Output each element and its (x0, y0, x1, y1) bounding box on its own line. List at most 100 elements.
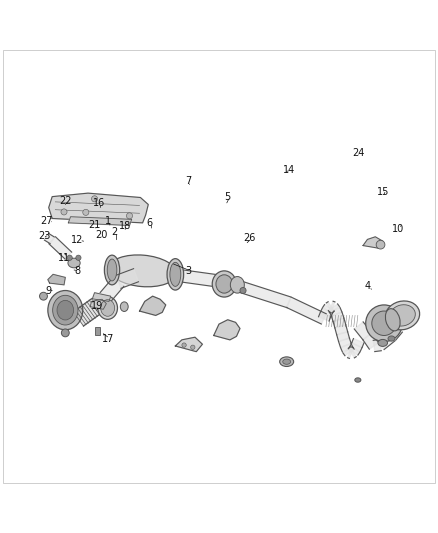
Text: 10: 10 (392, 224, 404, 235)
Text: 16: 16 (93, 198, 105, 208)
Text: 2: 2 (111, 227, 117, 237)
Text: 22: 22 (59, 196, 71, 206)
Text: 24: 24 (353, 148, 365, 158)
Text: 8: 8 (74, 266, 80, 276)
Ellipse shape (212, 271, 236, 297)
Ellipse shape (385, 309, 400, 331)
Polygon shape (329, 301, 335, 312)
Text: 4: 4 (364, 281, 371, 291)
Polygon shape (92, 293, 111, 302)
Circle shape (61, 329, 69, 337)
Ellipse shape (170, 262, 181, 286)
Ellipse shape (120, 302, 128, 311)
Polygon shape (175, 337, 202, 352)
Text: 21: 21 (88, 220, 101, 230)
Text: 27: 27 (40, 216, 53, 225)
Polygon shape (49, 193, 148, 223)
Text: 1: 1 (105, 216, 111, 225)
Polygon shape (73, 298, 102, 326)
Polygon shape (237, 281, 290, 308)
Polygon shape (49, 237, 72, 259)
Polygon shape (326, 302, 334, 312)
Polygon shape (45, 233, 54, 244)
Ellipse shape (107, 259, 117, 281)
Polygon shape (373, 340, 381, 352)
Polygon shape (68, 217, 132, 225)
Polygon shape (90, 299, 106, 309)
Circle shape (191, 345, 195, 350)
Text: 20: 20 (95, 230, 107, 240)
Circle shape (67, 255, 72, 261)
Text: 15: 15 (377, 187, 389, 197)
Circle shape (127, 213, 133, 219)
Ellipse shape (388, 336, 395, 341)
Circle shape (366, 305, 403, 342)
Circle shape (182, 343, 186, 348)
Polygon shape (331, 312, 344, 321)
Polygon shape (116, 269, 138, 288)
Text: 5: 5 (225, 192, 231, 201)
Polygon shape (100, 277, 124, 302)
Ellipse shape (216, 275, 233, 293)
Text: 9: 9 (46, 286, 52, 295)
Polygon shape (318, 312, 331, 321)
Polygon shape (328, 304, 339, 313)
Text: 12: 12 (71, 235, 83, 245)
Ellipse shape (57, 300, 74, 320)
Polygon shape (335, 325, 348, 335)
Polygon shape (387, 325, 403, 340)
Polygon shape (321, 308, 332, 317)
Circle shape (92, 196, 98, 202)
Text: 17: 17 (102, 334, 114, 344)
Text: 26: 26 (244, 233, 256, 243)
Circle shape (240, 287, 246, 294)
Ellipse shape (48, 290, 83, 330)
Ellipse shape (167, 259, 184, 290)
Polygon shape (348, 347, 356, 358)
Polygon shape (286, 297, 326, 324)
Polygon shape (377, 332, 395, 350)
Circle shape (83, 209, 89, 215)
Polygon shape (330, 308, 342, 316)
Polygon shape (363, 237, 383, 248)
Ellipse shape (385, 301, 420, 330)
Polygon shape (343, 346, 354, 356)
Polygon shape (323, 304, 334, 313)
Polygon shape (339, 338, 351, 348)
Polygon shape (337, 332, 350, 341)
Circle shape (76, 255, 81, 261)
Text: 18: 18 (119, 221, 131, 231)
Polygon shape (182, 270, 215, 287)
Ellipse shape (68, 258, 80, 268)
Polygon shape (341, 343, 353, 352)
Polygon shape (363, 333, 379, 349)
Polygon shape (48, 274, 65, 285)
Text: 23: 23 (38, 231, 50, 241)
Ellipse shape (104, 255, 120, 285)
Circle shape (39, 292, 47, 300)
Circle shape (376, 240, 385, 249)
Ellipse shape (230, 277, 244, 293)
Text: 7: 7 (185, 176, 191, 187)
Polygon shape (333, 318, 346, 328)
Circle shape (372, 311, 396, 335)
Polygon shape (140, 296, 166, 316)
Ellipse shape (280, 357, 293, 367)
Ellipse shape (101, 300, 115, 316)
Polygon shape (354, 322, 372, 340)
Polygon shape (348, 347, 353, 358)
Polygon shape (349, 346, 360, 355)
Polygon shape (214, 320, 240, 340)
Ellipse shape (283, 359, 290, 364)
Text: 11: 11 (58, 253, 70, 263)
Ellipse shape (355, 378, 361, 382)
Text: 14: 14 (283, 165, 295, 175)
Text: 6: 6 (146, 218, 152, 228)
Ellipse shape (53, 295, 78, 325)
Text: 3: 3 (185, 266, 191, 276)
Polygon shape (350, 343, 362, 352)
Circle shape (61, 209, 67, 215)
Ellipse shape (98, 297, 117, 319)
Text: 19: 19 (91, 301, 103, 311)
Ellipse shape (378, 340, 388, 346)
